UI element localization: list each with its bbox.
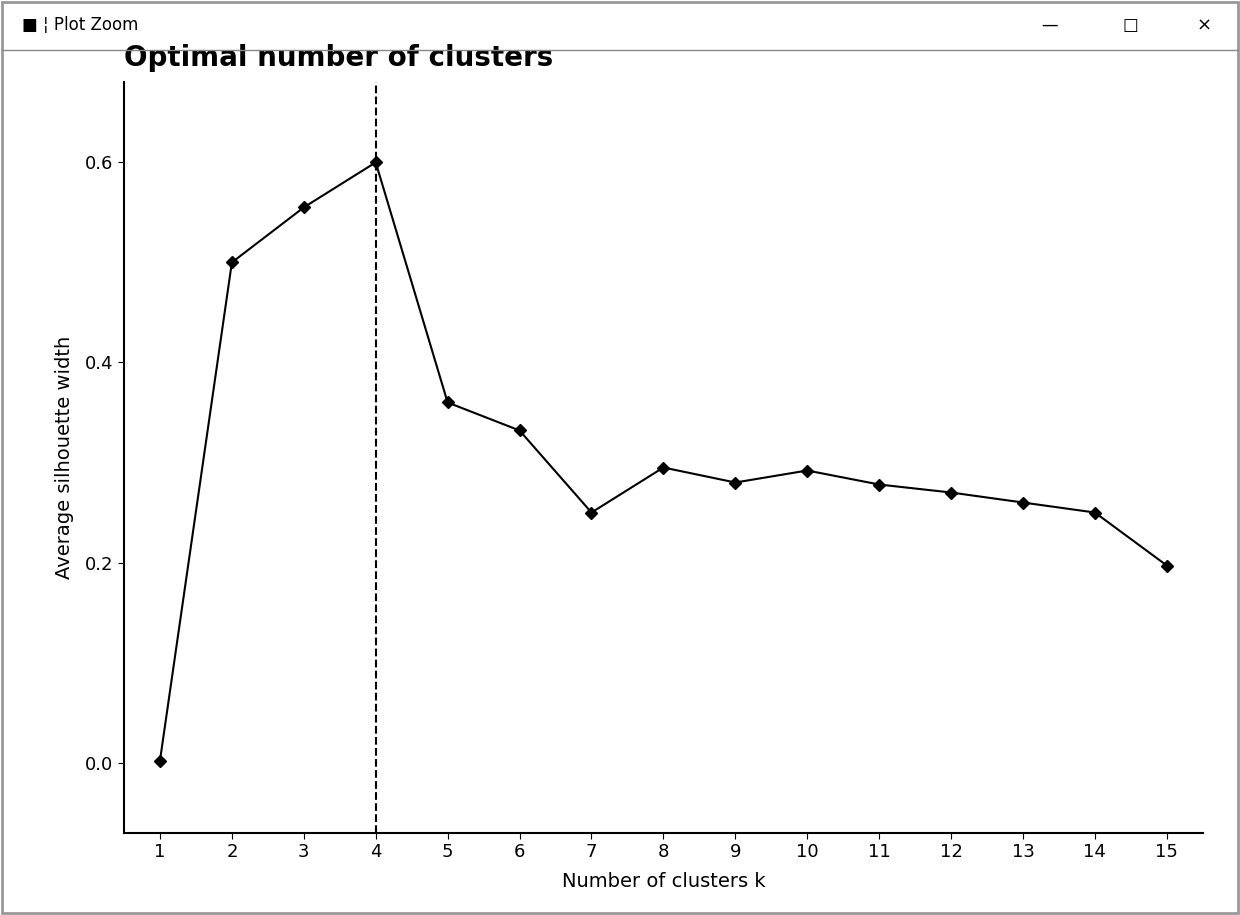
Text: ■ ¦ Plot Zoom: ■ ¦ Plot Zoom xyxy=(22,16,139,34)
Text: Optimal number of clusters: Optimal number of clusters xyxy=(124,44,553,71)
Text: □: □ xyxy=(1122,16,1138,34)
Y-axis label: Average silhouette width: Average silhouette width xyxy=(55,336,74,579)
X-axis label: Number of clusters k: Number of clusters k xyxy=(562,872,765,891)
Text: ×: × xyxy=(1197,16,1211,34)
Text: —: — xyxy=(1042,16,1058,34)
